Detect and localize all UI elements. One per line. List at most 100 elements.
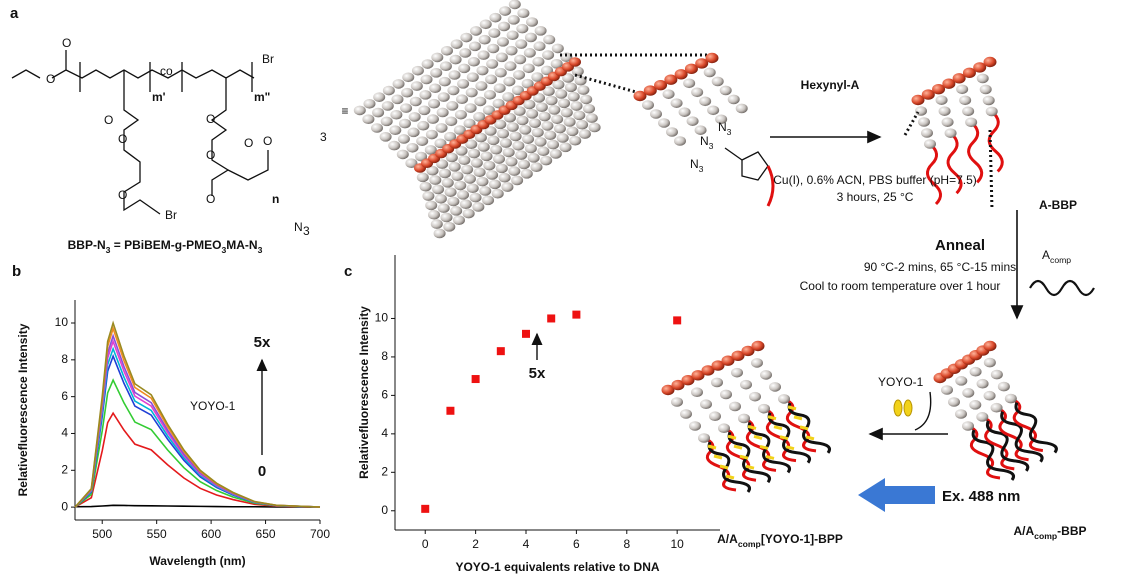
white-bead (517, 159, 530, 170)
white-bead (430, 68, 443, 78)
white-bead (388, 140, 401, 151)
white-bead (513, 106, 526, 116)
white-bead (448, 70, 461, 80)
white-bead (479, 19, 492, 30)
white-bead (438, 168, 451, 179)
white-bead (533, 93, 546, 103)
azide: N3 (718, 120, 732, 137)
dye (719, 464, 729, 470)
white-bead (698, 433, 710, 443)
red-bead (962, 67, 976, 79)
white-bead (686, 116, 699, 126)
text-part: 3 (727, 127, 732, 137)
white-bead (507, 15, 520, 25)
y-tick-label: 10 (55, 315, 69, 329)
red-bead (643, 85, 657, 96)
repeat-label: co (160, 64, 173, 78)
white-bead (498, 21, 511, 32)
red-bead (952, 73, 966, 84)
x-tick-label: 10 (670, 537, 684, 551)
text-part: comp (738, 539, 761, 549)
red-bead (741, 345, 755, 357)
white-bead (482, 195, 495, 206)
chart: 0 2 4 6 8 10 0 2 4 6 8 10 YOYO-1 equivalents relativ… (357, 255, 720, 574)
white-bead (396, 149, 409, 160)
dye (759, 444, 769, 450)
white-bead (425, 129, 438, 140)
white-bead (448, 162, 461, 172)
white-bead (530, 162, 543, 172)
white-bead (483, 89, 496, 100)
white-bead (499, 138, 512, 148)
strand (1000, 411, 1044, 463)
point (673, 316, 682, 325)
white-bead (563, 117, 576, 127)
red-bead (681, 375, 695, 386)
red-bead (684, 63, 698, 75)
white-bead (426, 165, 439, 176)
text-part: comp (1050, 255, 1071, 265)
white-bead (551, 43, 564, 54)
white-bead (709, 411, 721, 422)
white-bead (519, 125, 532, 135)
white-bead (715, 114, 728, 125)
white-bead (969, 366, 982, 377)
white-bead (671, 397, 683, 407)
white-bead (417, 120, 430, 131)
strand (981, 415, 1015, 471)
white-bead (410, 81, 423, 91)
bond (65, 69, 255, 79)
atom: O (46, 72, 55, 86)
white-bead (707, 105, 720, 116)
white-bead (508, 166, 521, 176)
white-bead (583, 103, 595, 114)
text-part: [YOYO-1]-BPP (761, 532, 843, 546)
text-part: N (690, 157, 699, 171)
dye (799, 425, 809, 431)
atom: O (118, 188, 127, 202)
white-bead (429, 83, 442, 94)
white-bead (576, 119, 589, 130)
red-bead (701, 365, 715, 376)
conditions: Cu(I), 0.6% ACN, PBS buffer (pH=7.5) (773, 173, 977, 187)
strand (985, 420, 1030, 472)
text-part: comp (1034, 531, 1057, 541)
annotation: 5x (254, 334, 271, 351)
dye (787, 405, 797, 411)
dye (745, 464, 755, 470)
white-bead (577, 85, 590, 95)
white-bead (382, 85, 395, 96)
white-bead (473, 167, 486, 178)
white-bead (499, 6, 512, 16)
white-bead (509, 131, 522, 142)
white-bead (487, 135, 500, 146)
azide: N3 (690, 157, 704, 174)
white-bead (468, 41, 481, 52)
y-axis-title: Relativefluorescence Intensity (357, 306, 371, 479)
white-bead (353, 105, 366, 116)
white-bead (457, 190, 470, 200)
white-bead (578, 129, 591, 139)
white-bead (921, 128, 933, 138)
y-tick-label: 8 (61, 352, 68, 366)
arrow (914, 391, 932, 431)
white-bead (674, 136, 686, 146)
white-bead (477, 50, 490, 60)
white-bead (976, 73, 989, 84)
complement: Acomp (1042, 248, 1071, 265)
white-bead (711, 377, 723, 388)
white-bead (418, 105, 431, 116)
white-bead (486, 170, 499, 180)
white-bead (433, 228, 446, 239)
white-bead (494, 67, 507, 78)
red-bead (674, 69, 688, 80)
white-bead (541, 121, 554, 131)
white-bead (918, 117, 930, 127)
white-bead (431, 52, 444, 63)
white-bead (407, 127, 420, 138)
strand (946, 131, 963, 195)
white-bead (421, 59, 434, 69)
white-bead (729, 401, 741, 412)
red-bead (983, 56, 997, 68)
white-bead (451, 171, 464, 181)
